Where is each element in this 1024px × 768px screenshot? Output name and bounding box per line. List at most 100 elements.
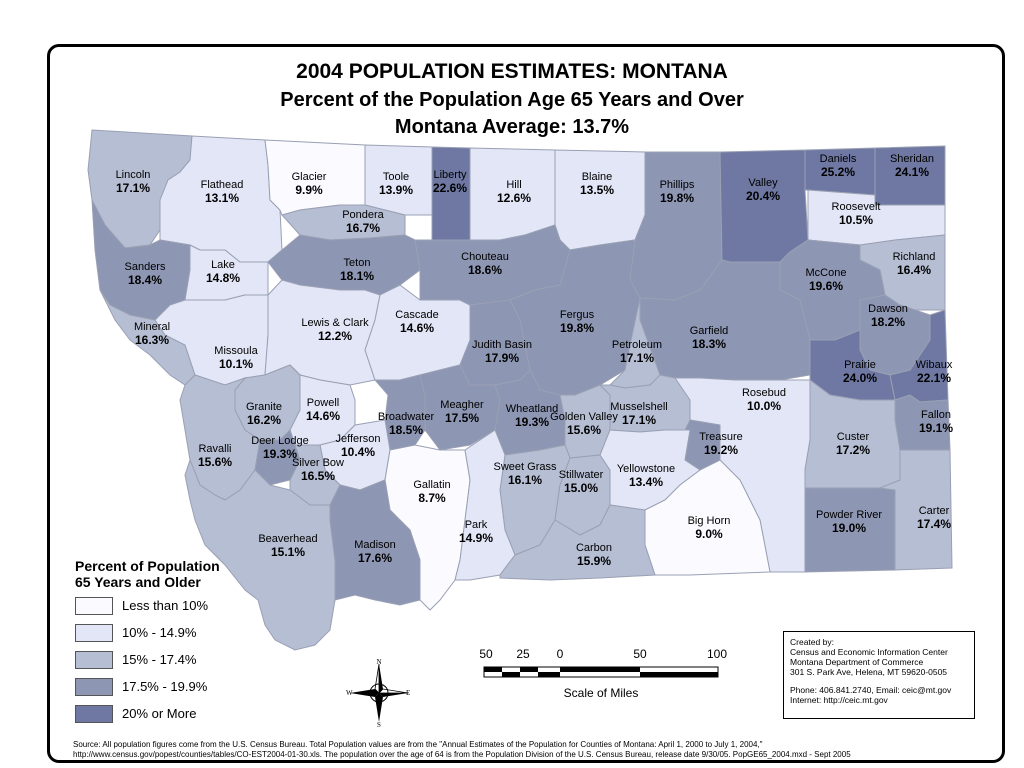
county-value-label: 24.0% (843, 371, 877, 385)
county-value-label: 18.5% (389, 423, 423, 437)
county-name-label: Petroleum (612, 339, 662, 351)
legend-label: 20% or More (122, 706, 197, 721)
county-value-label: 16.5% (301, 469, 335, 483)
county-value-label: 19.2% (704, 443, 738, 457)
scale-tick: 50 (479, 647, 493, 661)
legend-title-line1: Percent of Population (75, 558, 220, 574)
map-title: 2004 POPULATION ESTIMATES: MONTANA (296, 60, 728, 83)
credits-line: Internet: http://ceic.mt.gov (790, 695, 888, 705)
county-name-label: Dawson (868, 303, 908, 315)
county-carbon[interactable] (499, 504, 656, 581)
county-value-label: 17.2% (836, 443, 870, 457)
county-value-label: 13.1% (205, 191, 239, 205)
county-value-label: 17.9% (485, 351, 519, 365)
county-name-label: Beaverhead (258, 533, 317, 545)
county-value-label: 19.3% (263, 447, 297, 461)
county-name-label: Yellowstone (617, 463, 675, 475)
county-value-label: 16.1% (508, 473, 542, 487)
county-value-label: 19.6% (809, 279, 843, 293)
county-value-label: 19.0% (832, 521, 866, 535)
legend-item: 17.5% - 19.9% (75, 671, 275, 698)
county-name-label: Carter (919, 505, 950, 517)
credits-line: Census and Economic Information Center (790, 647, 948, 657)
county-value-label: 8.7% (418, 491, 446, 505)
compass-s: S (377, 721, 381, 728)
source-line: Source: All population figures come from… (73, 740, 763, 749)
county-value-label: 22.1% (917, 371, 951, 385)
legend-label: 15% - 17.4% (122, 652, 197, 667)
county-value-label: 18.1% (340, 269, 374, 283)
scale-tick: 25 (516, 647, 530, 661)
compass-w: W (346, 689, 353, 697)
county-name-label: Sanders (125, 261, 166, 273)
county-name-label: Meagher (440, 399, 484, 411)
scale-tick: 0 (557, 647, 564, 661)
credits-box: Created by: Census and Economic Informat… (783, 631, 975, 719)
county-name-label: Cascade (395, 309, 438, 321)
legend-label: 17.5% - 19.9% (122, 679, 208, 694)
county-name-label: Fergus (560, 309, 595, 321)
county-beaverhead[interactable] (184, 458, 336, 651)
county-name-label: Stillwater (559, 469, 604, 481)
county-value-label: 19.3% (515, 415, 549, 429)
county-name-label: Wibaux (916, 359, 953, 371)
county-valley[interactable] (719, 149, 809, 263)
county-name-label: Valley (748, 177, 778, 189)
county-name-label: Custer (837, 431, 870, 443)
credits-line: Montana Department of Commerce (790, 657, 924, 667)
compass-e: E (406, 689, 410, 697)
county-name-label: Wheatland (506, 403, 559, 415)
legend-swatch (75, 678, 113, 696)
legend-swatch (75, 705, 113, 723)
credits-line: 301 S. Park Ave, Helena, MT 59620-0505 (790, 667, 948, 677)
county-value-label: 17.1% (116, 181, 150, 195)
compass-rose-icon: N S W E (346, 658, 410, 728)
legend-label: 10% - 14.9% (122, 625, 197, 640)
county-value-label: 25.2% (821, 165, 855, 179)
county-value-label: 10.4% (341, 445, 375, 459)
county-carter[interactable] (878, 449, 953, 571)
county-value-label: 18.3% (692, 337, 726, 351)
county-name-label: Silver Bow (292, 457, 344, 469)
legend-item: 15% - 17.4% (75, 644, 275, 671)
county-name-label: Rosebud (742, 387, 786, 399)
county-name-label: Deer Lodge (251, 435, 309, 447)
county-value-label: 19.8% (560, 321, 594, 335)
county-name-label: Broadwater (378, 411, 435, 423)
county-value-label: 10.1% (219, 357, 253, 371)
county-madison[interactable] (329, 479, 421, 606)
county-value-label: 18.2% (871, 315, 905, 329)
source-line: http://www.census.gov/popest/counties/ta… (73, 749, 851, 759)
compass-n: N (376, 658, 381, 666)
county-name-label: Golden Valley (550, 411, 618, 423)
county-value-label: 24.1% (895, 165, 929, 179)
source-note: Source: All population figures come from… (73, 740, 1013, 759)
county-name-label: Madison (354, 539, 396, 551)
county-name-label: Gallatin (413, 479, 450, 491)
county-value-label: 13.5% (580, 183, 614, 197)
county-value-label: 16.2% (247, 413, 281, 427)
county-name-label: Treasure (699, 431, 743, 443)
legend-swatch (75, 597, 113, 615)
county-value-label: 20.4% (746, 189, 780, 203)
county-value-label: 15.1% (271, 545, 305, 559)
county-broadwater[interactable] (373, 374, 426, 451)
county-name-label: Sheridan (890, 153, 934, 165)
county-value-label: 10.0% (747, 399, 781, 413)
county-value-label: 15.6% (567, 423, 601, 437)
county-name-label: Roosevelt (832, 201, 881, 213)
county-name-label: Lake (211, 259, 235, 271)
credits-line: Created by: (790, 637, 834, 647)
county-name-label: Liberty (433, 169, 467, 181)
county-blaine[interactable] (554, 149, 646, 251)
legend-label: Less than 10% (122, 598, 209, 613)
county-name-label: Flathead (201, 179, 244, 191)
county-name-label: Judith Basin (472, 339, 532, 351)
county-name-label: Chouteau (461, 251, 509, 263)
county-value-label: 15.6% (198, 455, 232, 469)
county-value-label: 16.3% (135, 333, 169, 347)
county-name-label: Powder River (816, 509, 882, 521)
county-value-label: 17.6% (358, 551, 392, 565)
county-value-label: 9.9% (295, 183, 323, 197)
county-value-label: 17.1% (620, 351, 654, 365)
